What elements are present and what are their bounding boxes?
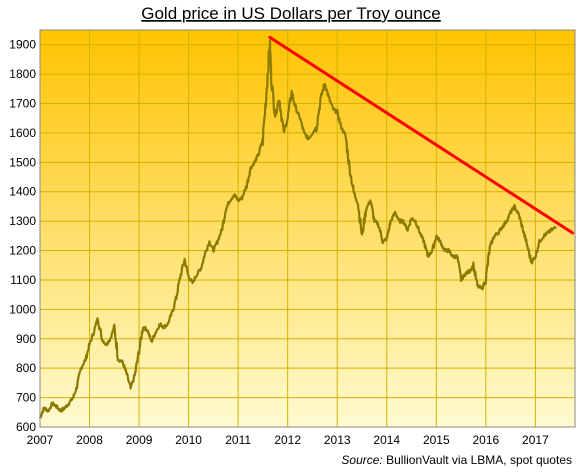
y-tick-label: 800	[16, 361, 36, 375]
y-tick-label: 700	[16, 391, 36, 405]
x-tick-label: 2012	[274, 433, 301, 447]
y-tick-label: 600	[16, 420, 36, 434]
plot-background	[40, 30, 575, 427]
y-tick-label: 1800	[9, 67, 36, 81]
x-tick-label: 2010	[175, 433, 202, 447]
y-tick-label: 1100	[10, 273, 36, 287]
x-tick-label: 2011	[225, 433, 251, 447]
x-tick-label: 2016	[472, 433, 499, 447]
y-tick-label: 1400	[9, 185, 36, 199]
y-tick-label: 1500	[9, 155, 36, 169]
y-axis-ticks: 600 700 800 900 1000 1100 1200 1300 1400 1500 1600…	[9, 38, 36, 434]
gold-price-series	[38, 39, 557, 419]
series-line	[38, 39, 557, 419]
x-tick-label: 2014	[373, 433, 400, 447]
x-tick-label: 2013	[324, 433, 351, 447]
y-tick-label: 1900	[9, 38, 36, 52]
chart-title: Gold price in US Dollars per Troy ounce	[141, 4, 441, 23]
x-tick-label: 2015	[423, 433, 450, 447]
x-axis-ticks: 2007 2008 2009 2010 2011 2012 2013 2014 2015 2016…	[27, 433, 549, 447]
x-tick-label: 2007	[27, 433, 54, 447]
y-tick-label: 1600	[9, 126, 36, 140]
source-label: Source:	[341, 453, 382, 467]
y-tick-label: 1000	[9, 302, 36, 316]
plot-border	[39, 29, 576, 428]
source-note: Source: BullionVault via LBMA, spot quot…	[341, 453, 572, 467]
x-tick-label: 2009	[126, 433, 153, 447]
x-grid	[39, 30, 536, 427]
y-tick-label: 1700	[9, 97, 36, 111]
source-text: BullionVault via LBMA, spot quotes	[386, 453, 572, 467]
y-tick-label: 1200	[9, 244, 36, 258]
y-tick-label: 1300	[9, 214, 36, 228]
y-tick-label: 900	[16, 332, 36, 346]
downtrend-line	[268, 35, 575, 235]
x-tick-label: 2017	[522, 433, 549, 447]
x-tick-label: 2008	[76, 433, 103, 447]
